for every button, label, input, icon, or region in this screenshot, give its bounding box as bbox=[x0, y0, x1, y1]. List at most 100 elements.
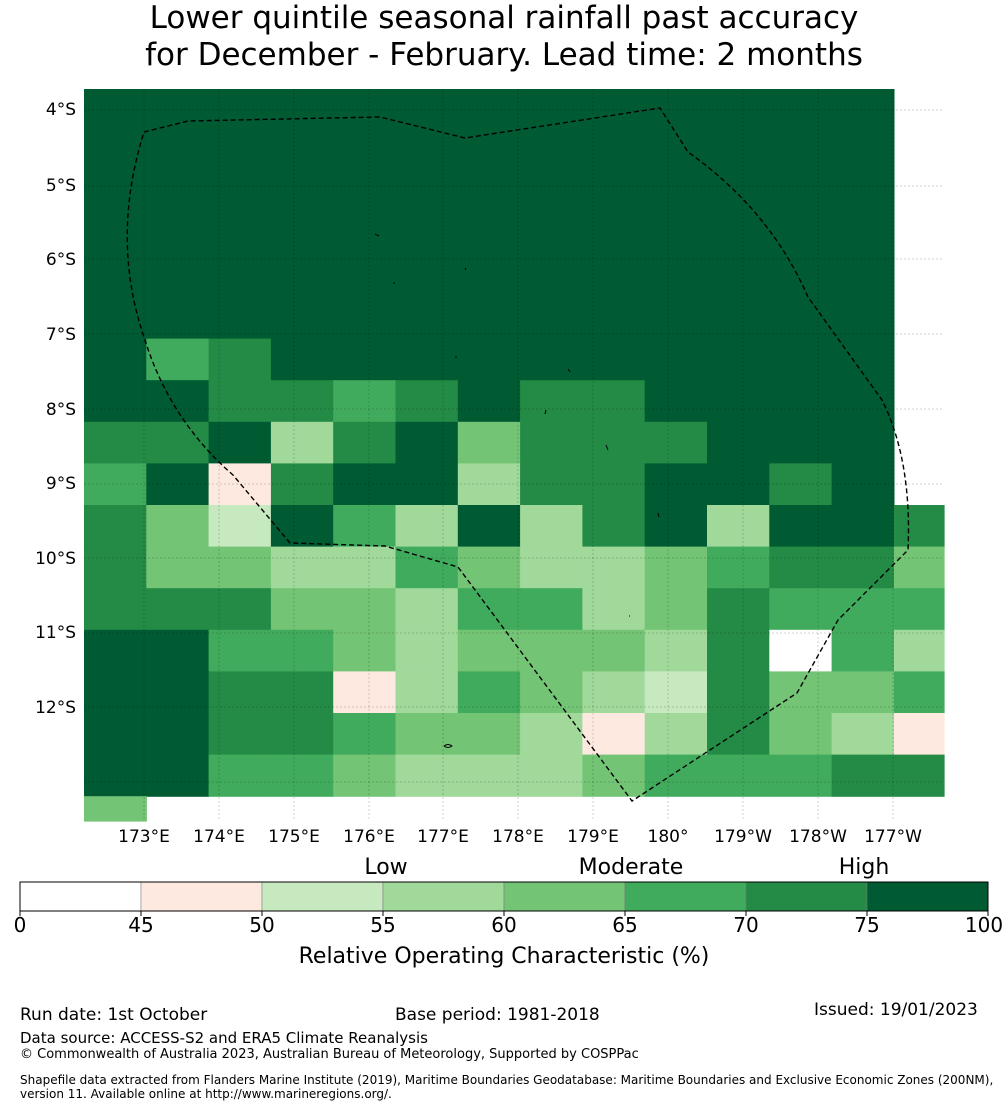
grid-cell bbox=[208, 255, 272, 298]
grid-cell bbox=[84, 213, 147, 256]
grid-cell bbox=[333, 297, 397, 340]
grid-cell bbox=[333, 380, 397, 423]
grid-cell bbox=[146, 713, 210, 756]
grid-cell bbox=[644, 671, 708, 714]
grid-cell bbox=[333, 338, 397, 381]
colorbar-segment bbox=[382, 881, 505, 912]
grid-cell bbox=[707, 172, 770, 215]
grid-cell bbox=[893, 671, 945, 714]
grid-cell bbox=[208, 130, 272, 173]
lon-label-180: 180° bbox=[647, 827, 689, 847]
lon-label-179w: 179°W bbox=[714, 827, 772, 847]
grid-cell bbox=[146, 588, 210, 631]
lon-label-175e: 175°E bbox=[268, 827, 320, 847]
grid-cell bbox=[333, 546, 397, 589]
grid-cell bbox=[146, 130, 210, 173]
grid-cell bbox=[831, 463, 895, 506]
grid-cell bbox=[457, 463, 521, 506]
grid-cell bbox=[395, 297, 459, 340]
grid-cell bbox=[333, 671, 397, 714]
grid-cell bbox=[146, 629, 210, 672]
lat-label-12s: 12°S bbox=[35, 698, 76, 718]
grid-cell bbox=[644, 338, 708, 381]
grid-cell bbox=[333, 172, 397, 215]
grid-cell bbox=[457, 629, 521, 672]
grid-cell bbox=[333, 754, 397, 797]
grid-cell bbox=[831, 505, 895, 548]
grid-cell bbox=[270, 380, 334, 423]
grid-cell bbox=[831, 421, 895, 464]
grid-cell bbox=[520, 255, 583, 298]
lat-label-11s: 11°S bbox=[35, 623, 76, 643]
grid-cell bbox=[333, 421, 397, 464]
grid-cell bbox=[84, 172, 147, 215]
grid-cell bbox=[457, 546, 521, 589]
colorbar-segment bbox=[866, 881, 989, 912]
grid-cell bbox=[644, 463, 708, 506]
grid-cell bbox=[146, 505, 210, 548]
grid-cell bbox=[146, 380, 210, 423]
lon-label-179e: 179°E bbox=[567, 827, 619, 847]
grid-cell bbox=[84, 505, 147, 548]
grid-cell bbox=[707, 463, 770, 506]
grid-cell bbox=[520, 213, 583, 256]
grid-cell bbox=[84, 297, 147, 340]
grid-cell bbox=[395, 338, 459, 381]
grid-cell bbox=[769, 713, 833, 756]
grid-cell bbox=[831, 130, 895, 173]
lat-label-10s: 10°S bbox=[35, 549, 76, 569]
grid-cell bbox=[769, 380, 833, 423]
grid-cell bbox=[582, 338, 646, 381]
grid-cell bbox=[831, 629, 895, 672]
lat-label-8s: 8°S bbox=[45, 400, 76, 420]
grid-cell bbox=[146, 297, 210, 340]
grid-cell bbox=[270, 172, 334, 215]
grid-cell bbox=[769, 338, 833, 381]
grid-cell bbox=[208, 89, 272, 132]
grid-cell bbox=[893, 546, 945, 589]
grid-cell bbox=[520, 463, 583, 506]
grid-cell bbox=[457, 671, 521, 714]
grid-cell bbox=[395, 505, 459, 548]
grid-cell bbox=[831, 588, 895, 631]
grid-cell bbox=[520, 546, 583, 589]
copyright-notice: © Commonwealth of Australia 2023, Austra… bbox=[20, 1047, 639, 1062]
grid-cell bbox=[644, 421, 708, 464]
grid-cell bbox=[333, 505, 397, 548]
grid-cell bbox=[769, 89, 833, 132]
band-label-high: High bbox=[838, 855, 890, 880]
grid-cell bbox=[146, 546, 210, 589]
grid-cell bbox=[457, 338, 521, 381]
lon-label-178w: 178°W bbox=[789, 827, 847, 847]
lat-label-4s: 4°S bbox=[45, 100, 76, 120]
grid-cell bbox=[644, 588, 708, 631]
grid-cell bbox=[270, 213, 334, 256]
grid-cell bbox=[707, 297, 770, 340]
grid-cell bbox=[270, 588, 334, 631]
colorbar-tick-50: 50 bbox=[249, 913, 275, 937]
grid-cell bbox=[582, 421, 646, 464]
colorbar bbox=[19, 881, 989, 916]
chart-title-line1: Lower quintile seasonal rainfall past ac… bbox=[149, 0, 859, 36]
grid-cell bbox=[270, 629, 334, 672]
grid-cell bbox=[333, 588, 397, 631]
grid-cell bbox=[893, 754, 945, 797]
grid-cell bbox=[582, 713, 646, 756]
lon-label-174e: 174°E bbox=[193, 827, 245, 847]
grid-cell bbox=[457, 713, 521, 756]
grid-cell bbox=[831, 671, 895, 714]
grid-cell bbox=[395, 213, 459, 256]
grid-cell bbox=[831, 546, 895, 589]
grid-cell bbox=[520, 421, 583, 464]
grid-cell bbox=[769, 588, 833, 631]
grid-cell bbox=[395, 629, 459, 672]
grid-cell bbox=[146, 421, 210, 464]
grid-cell bbox=[457, 505, 521, 548]
grid-cell bbox=[520, 130, 583, 173]
grid-cell bbox=[270, 671, 334, 714]
grid-cell bbox=[457, 89, 521, 132]
grid-cell bbox=[644, 130, 708, 173]
grid-cell bbox=[270, 505, 334, 548]
grid-cell bbox=[270, 546, 334, 589]
grid-cell bbox=[769, 629, 833, 672]
